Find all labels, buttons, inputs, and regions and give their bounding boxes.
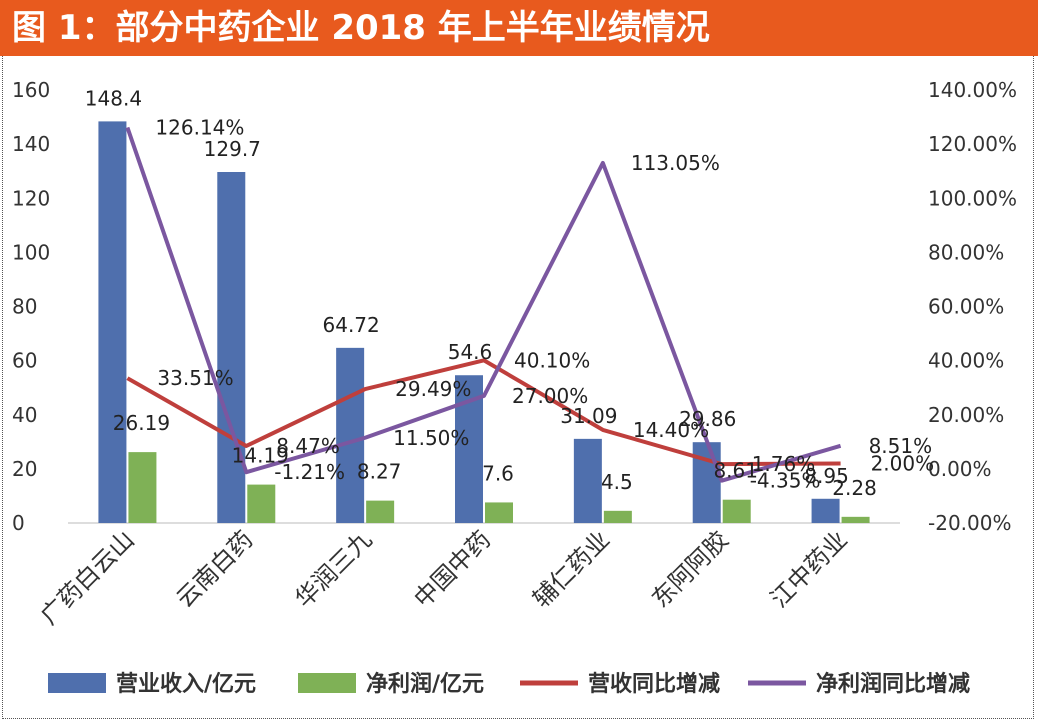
data-label-net-profit: 7.6 xyxy=(482,461,514,485)
data-label-revenue: 148.4 xyxy=(85,86,142,110)
y-left-tick-label: 160 xyxy=(12,78,50,102)
data-label-net-profit: 4.5 xyxy=(601,470,633,494)
y-right-tick-label: 120.00% xyxy=(928,132,1017,156)
bar-net-profit xyxy=(841,516,870,523)
x-tick-label: 华润三九 xyxy=(290,525,378,613)
bar-revenue xyxy=(217,171,246,523)
x-tick-label: 中国中药 xyxy=(409,525,497,613)
y-right-tick-label: 0.00% xyxy=(928,457,992,481)
data-label-revenue-growth: 8.47% xyxy=(276,434,340,458)
bar-net-profit xyxy=(603,510,632,523)
data-label-net-profit-growth: 113.05% xyxy=(631,151,720,175)
y-left-tick-label: 40 xyxy=(12,403,37,427)
data-label-net-profit: 14.19 xyxy=(232,444,289,468)
y-left-tick-label: 100 xyxy=(12,240,50,264)
legend-net-profit-swatch xyxy=(298,673,356,693)
data-label-revenue: 8.95 xyxy=(804,464,849,488)
data-label-revenue: 129.7 xyxy=(204,137,261,161)
legend-net-profit-label: 净利润/亿元 xyxy=(366,671,484,697)
legend-net-profit-growth-label: 净利润同比增减 xyxy=(816,671,970,697)
data-label-net-profit-growth: 8.51% xyxy=(869,434,933,458)
bar-net-profit xyxy=(128,452,157,523)
y-left-tick-label: 80 xyxy=(12,295,37,319)
data-label-revenue-growth: 40.10% xyxy=(514,348,590,372)
bar-revenue xyxy=(573,438,602,523)
y-right-tick-label: 60.00% xyxy=(928,295,1004,319)
data-label-revenue: 29.86 xyxy=(679,407,736,431)
bar-net-profit xyxy=(722,499,751,523)
data-label-net-profit-growth: 11.50% xyxy=(393,426,469,450)
y-left-tick-label: 140 xyxy=(12,132,50,156)
y-right-tick-label: 20.00% xyxy=(928,403,1004,427)
y-right-tick-label: 140.00% xyxy=(928,78,1017,102)
x-tick-label: 广药白云山 xyxy=(35,525,140,630)
data-label-revenue-growth: 2.00% xyxy=(871,451,935,475)
data-label-revenue-growth: 14.40% xyxy=(633,418,709,442)
legend-revenue-growth-label: 营收同比增减 xyxy=(588,671,720,697)
data-label-revenue-growth: 1.76% xyxy=(752,452,816,476)
legend-revenue-swatch xyxy=(48,673,106,693)
data-label-revenue: 54.6 xyxy=(448,340,493,364)
title-bar: 图 1：部分中药企业 2018 年上半年业绩情况 xyxy=(0,0,1038,56)
bar-revenue xyxy=(811,498,840,523)
data-label-net-profit: 26.19 xyxy=(113,411,170,435)
y-left-tick-label: 0 xyxy=(12,511,25,535)
data-label-revenue-growth: 29.49% xyxy=(395,377,471,401)
chart-title: 图 1：部分中药企业 2018 年上半年业绩情况 xyxy=(12,8,710,48)
x-tick-label: 江中药业 xyxy=(765,525,853,613)
bar-net-profit xyxy=(485,502,513,523)
y-right-tick-label: 40.00% xyxy=(928,349,1004,373)
data-label-revenue: 31.09 xyxy=(560,404,617,428)
line-revenue-growth xyxy=(126,358,841,467)
x-tick-label: 东阿阿胶 xyxy=(646,525,734,613)
y-left-tick-label: 60 xyxy=(12,349,37,373)
bar-revenue xyxy=(98,121,127,523)
data-label-net-profit: 8.27 xyxy=(357,460,402,484)
data-label-net-profit-growth: 27.00% xyxy=(512,384,588,408)
bar-revenue xyxy=(336,347,365,523)
x-tick-label: 辅仁药业 xyxy=(527,525,615,613)
line-net-profit-growth xyxy=(125,126,842,483)
data-label-revenue: 64.72 xyxy=(323,313,380,337)
data-label-net-profit-growth: -1.21% xyxy=(274,460,345,484)
y-left-tick-label: 120 xyxy=(12,186,50,210)
legend-revenue-label: 营业收入/亿元 xyxy=(116,671,256,697)
x-tick-label: 云南白药 xyxy=(171,525,259,613)
y-right-tick-label: 100.00% xyxy=(928,186,1017,210)
data-label-net-profit-growth: 126.14% xyxy=(155,116,244,140)
data-label-net-profit: 2.28 xyxy=(832,476,877,500)
data-label-net-profit-growth: -4.35% xyxy=(750,469,821,493)
bar-net-profit xyxy=(366,500,395,523)
chart-frame xyxy=(2,56,1034,719)
y-right-tick-label: 80.00% xyxy=(928,240,1004,264)
bar-net-profit xyxy=(247,484,276,523)
data-label-net-profit: 8.61 xyxy=(713,459,758,483)
y-right-tick-label: -20.00% xyxy=(928,511,1011,535)
y-left-tick-label: 20 xyxy=(12,457,37,481)
data-label-revenue-growth: 33.51% xyxy=(157,366,233,390)
